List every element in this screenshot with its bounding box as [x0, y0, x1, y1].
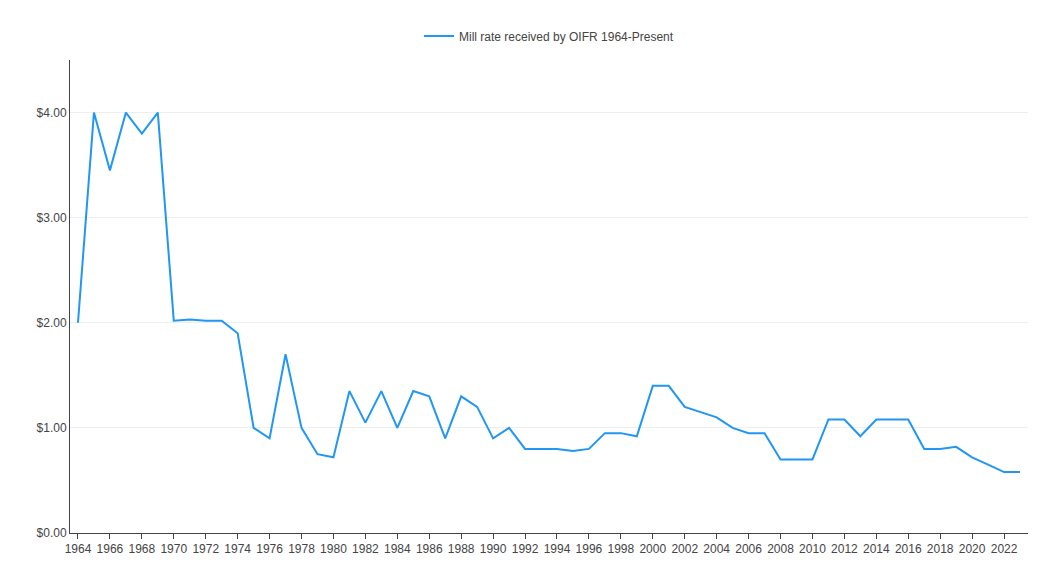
svg-text:1988: 1988: [448, 542, 475, 556]
svg-text:2002: 2002: [671, 542, 698, 556]
svg-text:$2.00: $2.00: [37, 316, 67, 330]
svg-text:2004: 2004: [703, 542, 730, 556]
svg-text:2022: 2022: [991, 542, 1018, 556]
svg-text:1972: 1972: [192, 542, 219, 556]
svg-text:2012: 2012: [831, 542, 858, 556]
svg-text:1982: 1982: [352, 542, 379, 556]
svg-text:$4.00: $4.00: [37, 106, 67, 120]
svg-text:Mill rate received by OIFR 196: Mill rate received by OIFR 1964-Present: [459, 30, 674, 44]
svg-text:2020: 2020: [959, 542, 986, 556]
svg-text:1966: 1966: [97, 542, 124, 556]
svg-text:1968: 1968: [128, 542, 155, 556]
svg-text:1984: 1984: [384, 542, 411, 556]
svg-text:2016: 2016: [895, 542, 922, 556]
svg-text:$3.00: $3.00: [37, 211, 67, 225]
svg-text:2000: 2000: [639, 542, 666, 556]
svg-text:1994: 1994: [544, 542, 571, 556]
svg-text:1964: 1964: [65, 542, 92, 556]
svg-text:1970: 1970: [160, 542, 187, 556]
svg-text:2018: 2018: [927, 542, 954, 556]
svg-text:2008: 2008: [767, 542, 794, 556]
svg-text:2006: 2006: [735, 542, 762, 556]
svg-text:$1.00: $1.00: [37, 421, 67, 435]
svg-text:1990: 1990: [480, 542, 507, 556]
svg-text:1986: 1986: [416, 542, 443, 556]
svg-text:2010: 2010: [799, 542, 826, 556]
svg-text:1996: 1996: [576, 542, 603, 556]
svg-text:1992: 1992: [512, 542, 539, 556]
svg-text:1976: 1976: [256, 542, 283, 556]
svg-text:1980: 1980: [320, 542, 347, 556]
svg-text:$0.00: $0.00: [37, 526, 67, 540]
svg-text:1978: 1978: [288, 542, 315, 556]
svg-text:1998: 1998: [607, 542, 634, 556]
svg-text:2014: 2014: [863, 542, 890, 556]
svg-text:1974: 1974: [224, 542, 251, 556]
